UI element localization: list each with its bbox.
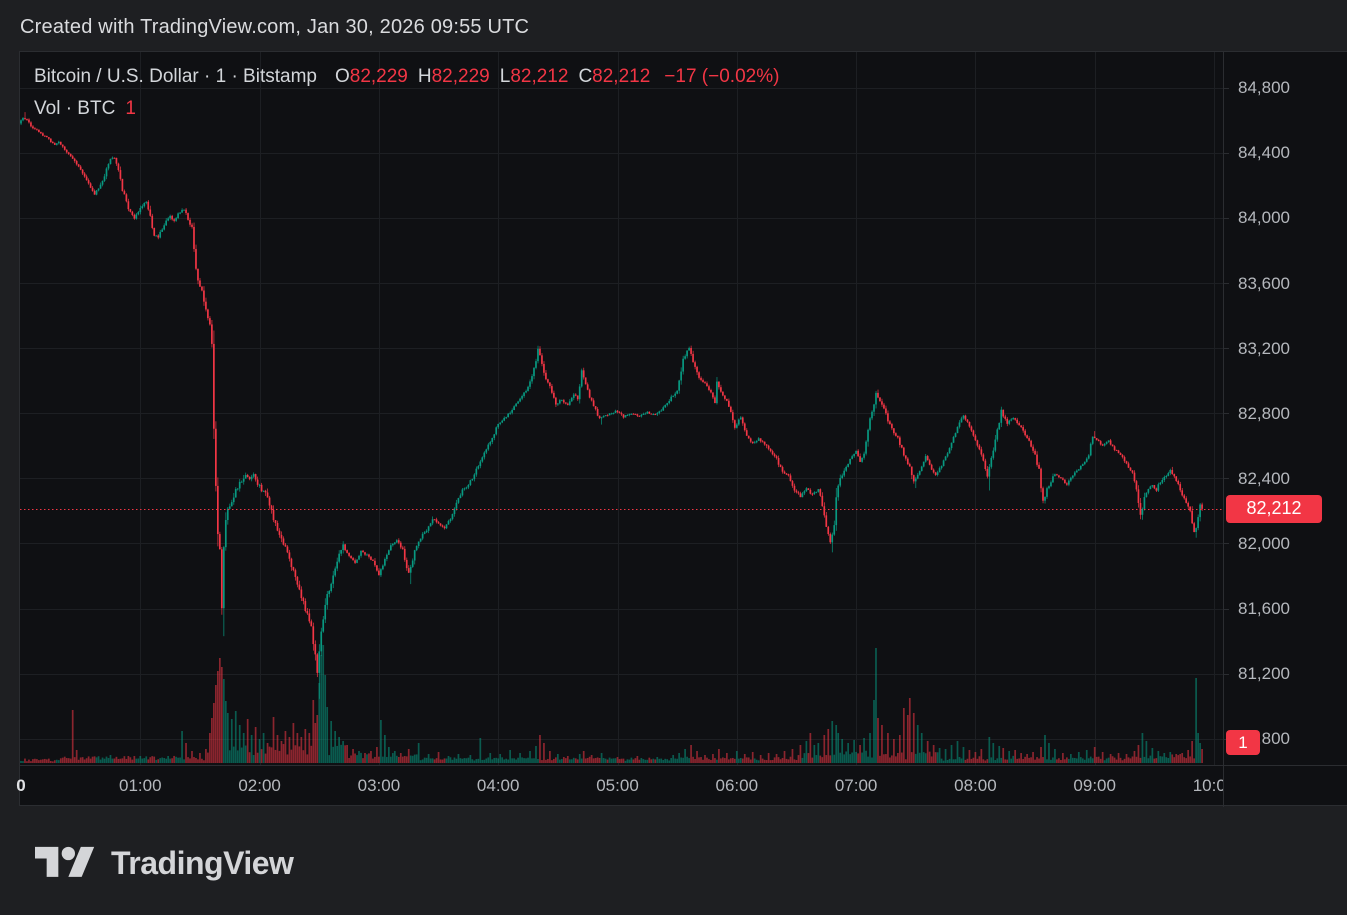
time-axis-label: 04:00	[476, 776, 520, 795]
price-change: −17 (−0.02%)	[664, 66, 780, 87]
price-axis-label: 84,400	[1238, 143, 1290, 163]
time-axis-label: 06:00	[715, 776, 759, 795]
tradingview-logo-icon	[35, 846, 95, 877]
time-axis-label: 03:00	[357, 776, 401, 795]
time-axis-label: 09:00	[1073, 776, 1116, 795]
chart-widget: Bitcoin / U.S. Dollar · 1 · Bitstamp O82…	[16, 51, 1347, 807]
legend-symbol-row: Bitcoin / U.S. Dollar · 1 · Bitstamp O82…	[34, 66, 779, 88]
time-axis-label: 08:00	[954, 776, 997, 795]
price-axis[interactable]: 82,212 1 84,800 84,400 84,000 83,600 83,200 8…	[1223, 52, 1347, 807]
volume-value: 1	[125, 98, 136, 119]
price-axis-tick	[1224, 153, 1229, 154]
tradingview-logo-text: TradingView	[111, 845, 294, 881]
time-axis-label: 0	[16, 776, 26, 795]
price-axis-label: 82,000	[1238, 533, 1290, 553]
price-axis-label: 81,600	[1238, 599, 1290, 618]
price-axis-label: 81,200	[1238, 664, 1290, 684]
price-axis-tick	[1224, 348, 1229, 349]
price-axis-tick	[1224, 283, 1229, 284]
price-axis-label: 82,400	[1238, 468, 1290, 488]
current-price-badge: 82,212	[1226, 494, 1322, 523]
snapshot-title: Created with TradingView.com, Jan 30, 20…	[20, 16, 530, 38]
symbol-title: Bitcoin / U.S. Dollar · 1 · Bitstamp	[34, 66, 317, 87]
chart-legend: Bitcoin / U.S. Dollar · 1 · Bitstamp O82…	[34, 66, 779, 120]
price-axis-tick	[1224, 478, 1229, 479]
price-chart-canvas[interactable]	[20, 52, 1223, 765]
price-axis-label: 82,800	[1238, 403, 1290, 423]
price-axis-tick	[1224, 413, 1229, 414]
price-axis-tick	[1224, 88, 1229, 89]
price-axis-tick	[1224, 609, 1229, 610]
time-axis-label: 05:00	[596, 776, 639, 795]
ohlc-high: H82,229	[417, 66, 490, 87]
price-axis-label: 84,800	[1238, 78, 1290, 98]
time-axis-label: 10:00	[1192, 776, 1223, 795]
price-axis-label: 83,200	[1238, 338, 1290, 358]
price-axis-tick	[1224, 218, 1229, 219]
time-axis-label: 01:00	[119, 776, 162, 795]
time-axis-label: 07:00	[834, 776, 878, 795]
volume-badge: 1	[1226, 730, 1260, 755]
time-axis-separator	[20, 765, 1347, 766]
price-axis-label: 83,600	[1238, 273, 1290, 293]
ohlc-open: O82,229	[334, 66, 408, 87]
ohlc-low: L82,212	[499, 66, 569, 87]
legend-volume-row: Vol · BTC 1	[34, 98, 779, 120]
price-axis-tick	[1224, 543, 1229, 544]
ohlc-close: C82,212	[578, 66, 651, 87]
price-axis-tick	[1224, 674, 1229, 675]
time-axis[interactable]: 0 01:00 02:00 03:00 04:00 05:00 06:00 07:00 08:0…	[16, 766, 1223, 807]
tradingview-logo[interactable]: TradingView	[35, 840, 294, 887]
volume-label: Vol · BTC	[34, 98, 116, 119]
time-axis-label: 02:00	[238, 776, 281, 795]
price-axis-label: 84,000	[1238, 208, 1290, 228]
